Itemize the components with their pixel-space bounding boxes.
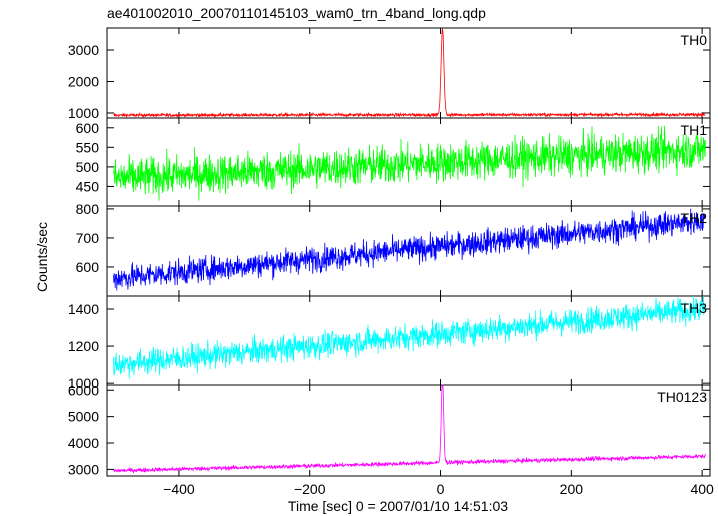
x-tick-label: −400 [163, 481, 195, 497]
series-line-th3 [113, 295, 706, 379]
panel-th0: 1000 2000 3000 TH0 [68, 27, 711, 121]
panel-label: TH0 [681, 32, 708, 48]
y-tick-label: 800 [76, 201, 100, 217]
x-axis-label: Time [sec] 0 = 2007/01/10 14:51:03 [288, 498, 508, 514]
x-tick-label: 400 [690, 481, 714, 497]
y-tick-label: 1000 [68, 105, 99, 121]
x-tick-label: −200 [294, 481, 326, 497]
panel-th3: 1000 1200 1400 TH3 [68, 295, 711, 391]
panel-label: TH2 [681, 210, 708, 226]
y-tick-label: 550 [76, 139, 100, 155]
panel-label: TH3 [681, 300, 708, 316]
series-line-th0 [113, 28, 706, 119]
x-axis: −400 −200 0 200 400 [163, 481, 714, 497]
y-tick-label: 1200 [68, 338, 99, 354]
x-tick-label: 0 [437, 481, 445, 497]
panel-frame [106, 384, 711, 477]
panel-th0123: 3000 4000 5000 6000 TH0123 [68, 382, 711, 477]
y-tick-label: 6000 [68, 382, 99, 398]
y-tick-label: 600 [76, 259, 100, 275]
panel-label: TH0123 [657, 389, 707, 405]
y-axis-label: Counts/sec [34, 222, 50, 292]
x-tick-label: 200 [560, 481, 584, 497]
panel-th2: 600 700 800 TH2 [76, 201, 711, 297]
y-tick-label: 3000 [68, 42, 99, 58]
y-tick-label: 700 [76, 230, 100, 246]
y-tick-label: 1000 [68, 375, 99, 391]
panel-frame [106, 27, 711, 119]
series-line-th1 [113, 125, 706, 201]
chart-title: ae401002010_20070110145103_wam0_trn_4ban… [107, 5, 486, 21]
y-tick-label: 1400 [68, 301, 99, 317]
y-tick-label: 4000 [68, 435, 99, 451]
y-tick-label: 500 [76, 159, 100, 175]
panels: 1000 2000 3000 TH0 450 500 550 600 TH1 600 700 800 T… [68, 27, 711, 477]
y-tick-label: 450 [76, 178, 100, 194]
series-line-th2 [113, 208, 706, 291]
panel-th1: 450 500 550 600 TH1 [76, 117, 711, 207]
y-tick-label: 5000 [68, 409, 99, 425]
panel-label: TH1 [681, 122, 708, 138]
y-tick-label: 3000 [68, 461, 99, 477]
y-tick-label: 2000 [68, 73, 99, 89]
y-tick-label: 600 [76, 120, 100, 136]
series-line-th0123 [113, 384, 706, 474]
